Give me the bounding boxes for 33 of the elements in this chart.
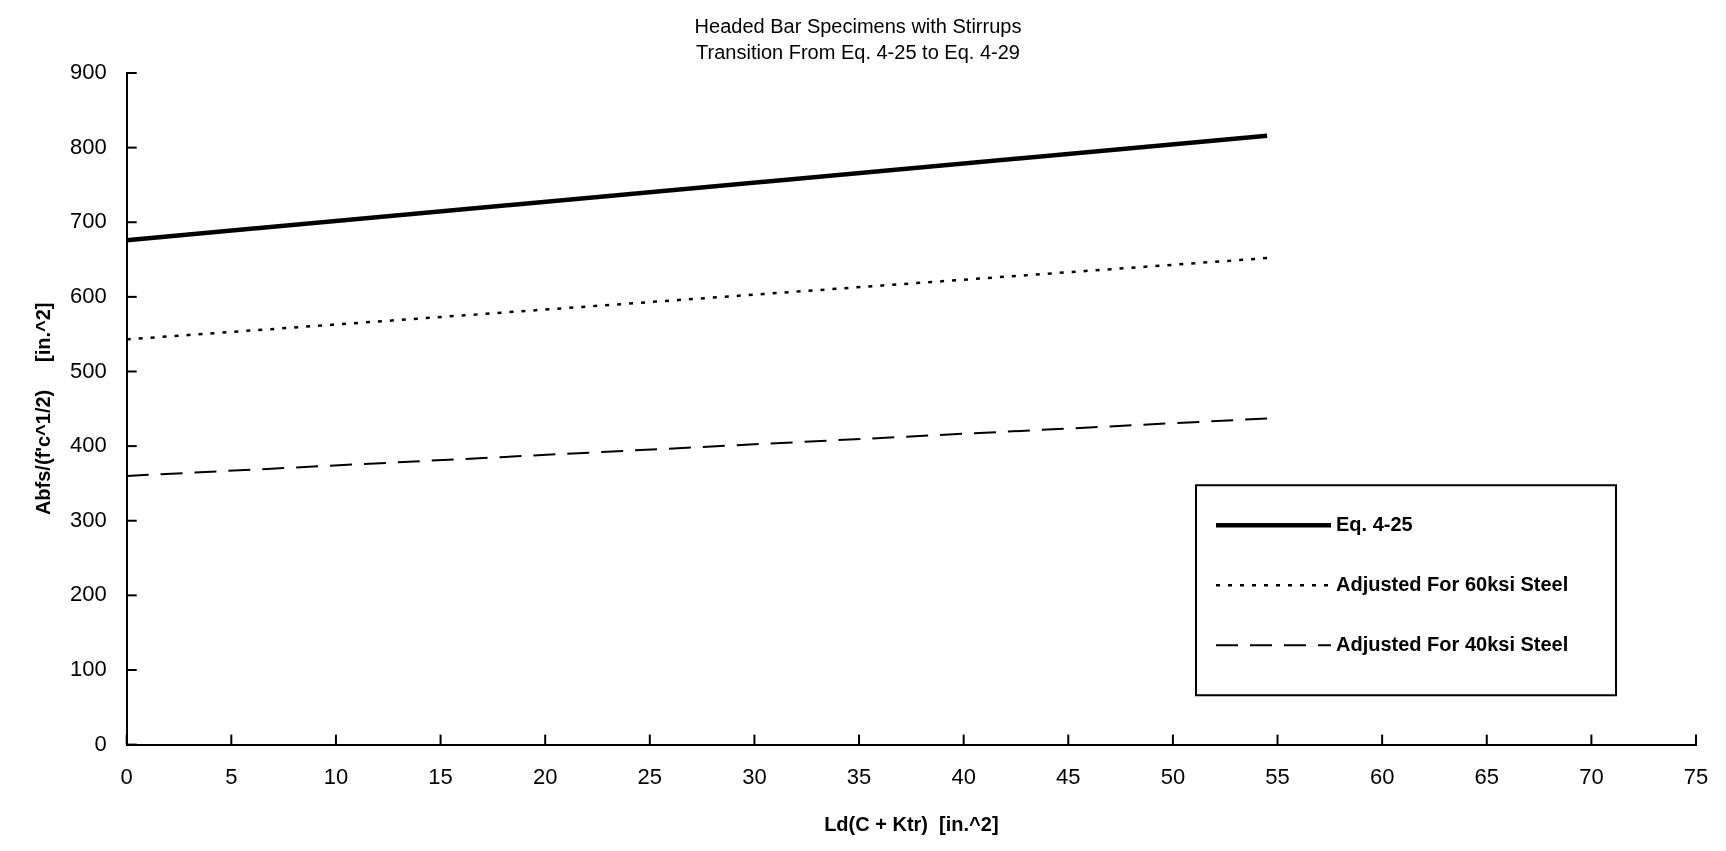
x-axis-title: Ld(C + Ktr) [in.^2] [824, 812, 999, 835]
y-tick-label: 200 [69, 581, 107, 607]
x-tick-label: 0 [120, 763, 133, 789]
text: Adjusted For 40ksi Steel [1336, 632, 1569, 655]
y-tick-label: 700 [69, 208, 107, 234]
y-tick-label: 900 [69, 59, 107, 85]
x-tick-label: 15 [428, 763, 453, 789]
x-tick-label: 25 [637, 763, 663, 789]
text: Adjusted For 60ksi Steel [1336, 572, 1569, 595]
chart-title: Headed Bar Specimens with Stirrups [694, 14, 1022, 37]
y-tick-label: 100 [69, 656, 107, 682]
y-tick-label: 300 [69, 506, 107, 532]
x-tick-label: 50 [1160, 763, 1186, 789]
x-tick-label: 70 [1579, 763, 1604, 789]
x-tick-label: 65 [1474, 763, 1499, 789]
x-tick-label: 45 [1056, 763, 1081, 789]
chart-subtitle: Transition From Eq. 4-25 to Eq. 4-29 [696, 40, 1020, 63]
y-tick-label: 0 [94, 730, 107, 756]
y-tick-label: 800 [69, 133, 107, 159]
x-tick-label: 5 [225, 763, 238, 789]
x-tick-label: 75 [1683, 763, 1709, 789]
y-tick-label: 500 [69, 357, 107, 383]
x-tick-label: 35 [846, 763, 872, 789]
x-tick-label: 20 [532, 763, 558, 789]
x-tick-label: 10 [323, 763, 349, 789]
x-tick-label: 55 [1265, 763, 1290, 789]
y-tick-label: 400 [69, 432, 107, 458]
x-tick-label: 40 [951, 763, 976, 789]
y-tick-label: 600 [69, 282, 107, 308]
text: Eq. 4-25 [1336, 512, 1413, 535]
x-tick-label: 30 [742, 763, 767, 789]
y-axis-title: Abfs/(f'c^1/2) [in.^2] [31, 302, 54, 516]
x-tick-label: 60 [1369, 763, 1395, 789]
